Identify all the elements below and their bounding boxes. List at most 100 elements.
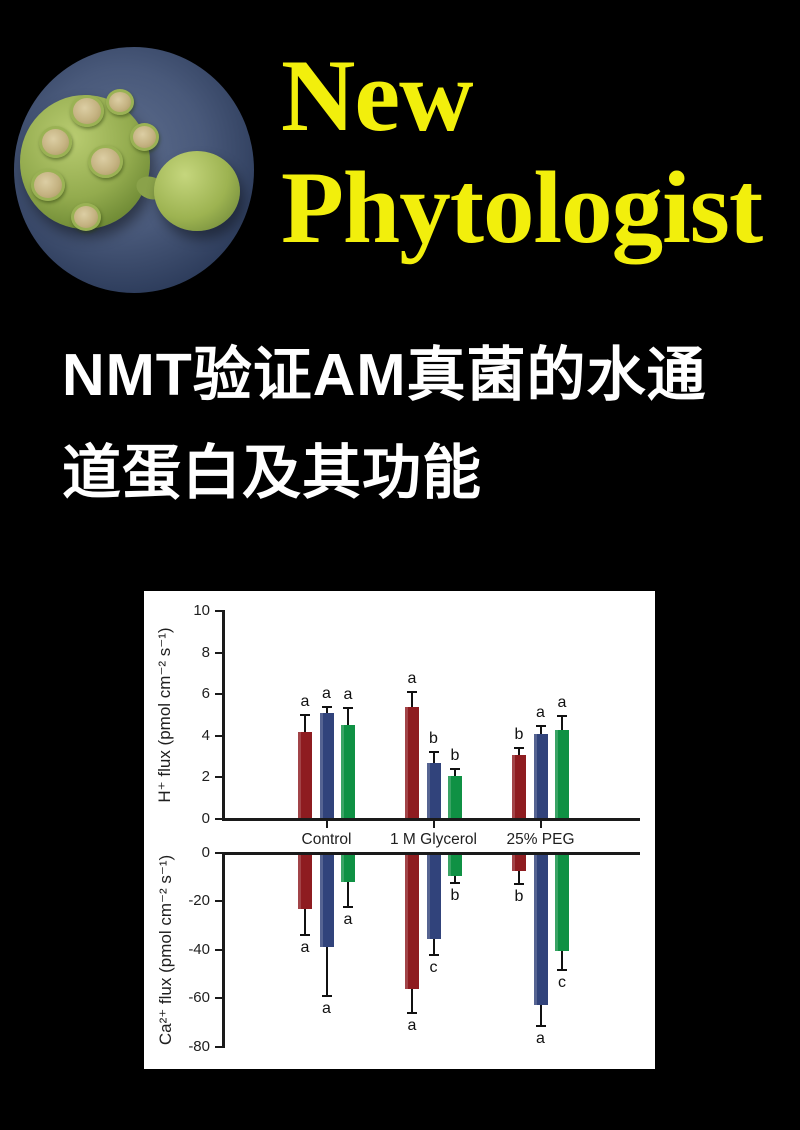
am-fungal-spores-photo xyxy=(14,47,254,293)
significance-letter: c xyxy=(558,974,566,992)
series-green-bar xyxy=(448,853,462,876)
x-axis-line xyxy=(222,852,640,855)
significance-letter: c xyxy=(429,958,438,976)
y-tick-label: -20 xyxy=(188,892,210,910)
significance-letter: a xyxy=(557,694,567,712)
series-red-bar xyxy=(405,853,419,989)
spore-disc xyxy=(71,203,101,231)
y-tick xyxy=(215,610,222,612)
journal-title-line1: New xyxy=(281,39,473,153)
error-bar xyxy=(325,947,328,996)
error-bar xyxy=(304,908,306,936)
significance-letter: b xyxy=(450,747,460,765)
spore-disc xyxy=(130,123,159,151)
error-bar-cap xyxy=(535,1025,546,1028)
significance-letter: a xyxy=(407,1016,417,1034)
headline-line2: 道蛋白及其功能 xyxy=(62,440,483,506)
significance-letter: b xyxy=(429,730,438,748)
y-tick xyxy=(215,651,222,654)
error-bar-cap xyxy=(407,691,417,694)
series-red-bar xyxy=(512,754,526,819)
flux-bar-chart: 10 8 6 4 2 0 H⁺ flux (pmol cm⁻² s⁻¹) a a b a b a a b a 0… xyxy=(144,591,655,1069)
error-bar-cap xyxy=(343,906,353,909)
significance-letter: b xyxy=(450,887,460,905)
error-bar-cap xyxy=(450,882,460,885)
x-axis-line xyxy=(222,818,640,821)
journal-title-line2: Phytologist xyxy=(281,151,763,265)
series-blue-bar xyxy=(533,853,548,1006)
series-blue-bar xyxy=(319,853,334,948)
y-axis-title: H⁺ flux (pmol cm⁻² s⁻¹) xyxy=(155,627,174,803)
significance-letter: a xyxy=(536,1030,545,1048)
spore-disc xyxy=(70,95,104,127)
error-bar xyxy=(539,1005,542,1027)
error-bar xyxy=(432,752,435,763)
y-tick-label: 10 xyxy=(193,602,210,619)
significance-letter: a xyxy=(322,684,331,702)
series-red-bar xyxy=(512,853,526,872)
y-tick xyxy=(215,900,222,903)
significance-letter: a xyxy=(343,685,353,703)
group-tick xyxy=(325,821,328,828)
significance-letter: b xyxy=(514,888,524,906)
y-tick-label: 4 xyxy=(201,726,210,744)
error-bar-cap xyxy=(321,705,332,708)
y-axis-line xyxy=(222,610,225,820)
y-tick-label: 0 xyxy=(201,844,210,861)
series-blue-bar xyxy=(319,712,334,819)
error-bar xyxy=(518,748,520,755)
error-bar-cap xyxy=(535,725,546,728)
error-bar xyxy=(347,882,349,908)
error-bar xyxy=(454,875,456,884)
y-tick-label: -60 xyxy=(188,989,210,1007)
significance-letter: a xyxy=(407,670,417,688)
series-red-bar xyxy=(405,706,419,819)
y-axis-line xyxy=(222,852,225,1048)
y-tick xyxy=(215,997,222,1000)
y-tick xyxy=(215,1045,222,1048)
series-blue-bar xyxy=(426,853,441,939)
error-bar-cap xyxy=(450,768,460,771)
y-tick xyxy=(215,734,222,737)
y-tick-label: -80 xyxy=(188,1037,210,1055)
error-bar-cap xyxy=(514,747,524,750)
error-bar-cap xyxy=(514,883,524,886)
series-blue-bar xyxy=(533,733,548,819)
journal-title: New Phytologist xyxy=(281,40,791,264)
category-label: Control xyxy=(301,831,352,848)
article-headline: NMT验证AM真菌的水通 道蛋白及其功能 xyxy=(62,326,792,522)
error-bar-cap xyxy=(428,953,439,956)
error-bar xyxy=(347,707,349,726)
y-tick-label: -40 xyxy=(188,940,210,958)
error-bar xyxy=(411,692,413,707)
error-bar xyxy=(561,716,563,730)
error-bar xyxy=(454,769,456,777)
y-tick-label: 6 xyxy=(201,685,210,703)
y-tick-label: 8 xyxy=(201,643,210,661)
series-blue-bar xyxy=(426,762,441,819)
error-bar-cap xyxy=(428,751,439,754)
spore-disc xyxy=(39,126,72,158)
error-bar-cap xyxy=(343,706,353,709)
series-green-bar xyxy=(555,729,569,819)
series-green-bar xyxy=(555,853,569,951)
error-bar-cap xyxy=(557,715,567,718)
y-tick xyxy=(215,948,222,951)
error-bar-cap xyxy=(557,969,567,972)
y-tick xyxy=(215,776,222,779)
significance-letter: a xyxy=(322,999,331,1017)
series-green-bar xyxy=(341,725,355,819)
y-tick xyxy=(215,818,222,820)
category-label: 25% PEG xyxy=(506,831,575,848)
error-bar-cap xyxy=(407,1011,417,1014)
spore-disc xyxy=(88,145,123,178)
error-bar-cap xyxy=(300,714,310,716)
significance-letter: a xyxy=(343,911,353,929)
y-tick xyxy=(215,852,222,854)
series-green-bar xyxy=(448,776,462,819)
error-bar xyxy=(539,726,542,734)
spore-disc xyxy=(31,169,65,201)
group-tick xyxy=(539,821,542,828)
error-bar-cap xyxy=(321,994,332,997)
y-tick xyxy=(215,693,222,696)
